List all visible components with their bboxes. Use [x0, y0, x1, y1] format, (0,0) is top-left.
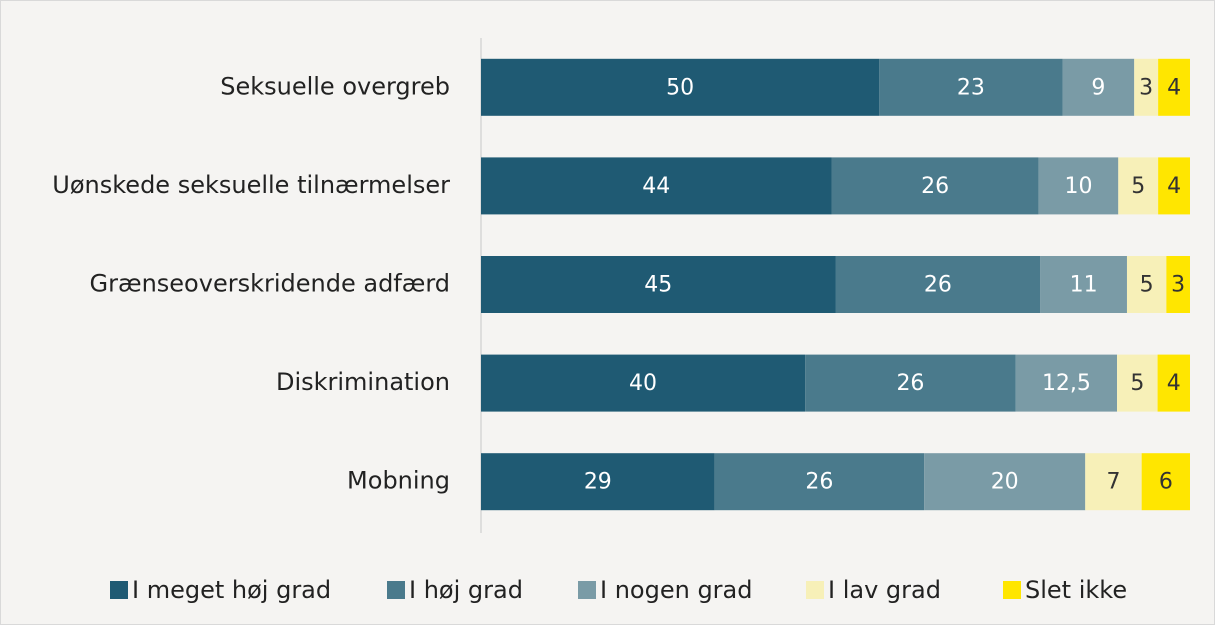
bar-segment — [1040, 256, 1127, 313]
bar-segment — [1117, 354, 1158, 412]
data-label: 5 — [1140, 273, 1154, 298]
data-label: 5 — [1131, 174, 1145, 199]
data-label: 3 — [1139, 75, 1153, 100]
bar-segment — [481, 256, 836, 313]
data-label: 20 — [991, 470, 1019, 495]
legend-label: Slet ikke — [1025, 576, 1127, 604]
bar-segment — [1166, 256, 1190, 313]
data-label: 44 — [642, 174, 670, 199]
legend-label: I høj grad — [409, 576, 523, 604]
bar-segment — [481, 58, 880, 116]
legend-swatch — [387, 581, 405, 599]
category-label: Seksuelle overgreb — [220, 72, 450, 100]
bar-segment — [481, 354, 806, 412]
bar-segment — [1062, 58, 1135, 116]
data-label: 5 — [1130, 371, 1144, 396]
data-label: 7 — [1106, 470, 1120, 495]
bar-segment — [835, 256, 1041, 313]
data-label: 4 — [1167, 75, 1181, 100]
bar-segment — [1158, 157, 1190, 215]
data-label: 45 — [644, 273, 672, 298]
data-label: 4 — [1167, 174, 1181, 199]
category-label: Mobning — [347, 467, 450, 495]
legend-swatch — [1003, 581, 1021, 599]
bar-segment — [831, 157, 1039, 215]
data-label: 26 — [805, 470, 833, 495]
bar-segment — [1141, 453, 1190, 511]
legend-label: I nogen grad — [600, 576, 752, 604]
data-label: 29 — [584, 470, 612, 495]
data-label: 10 — [1064, 174, 1092, 199]
bar-segment — [714, 453, 925, 511]
data-label: 23 — [957, 75, 985, 100]
bar-segment — [481, 157, 832, 215]
bar-segment — [1085, 453, 1142, 511]
data-label: 9 — [1091, 75, 1105, 100]
legend-swatch — [110, 581, 128, 599]
legend-swatch — [806, 581, 824, 599]
data-label: 4 — [1167, 371, 1181, 396]
bar-segment — [1118, 157, 1159, 215]
bar-segment — [1157, 354, 1190, 412]
bar-segment — [1134, 58, 1159, 116]
category-label: Grænseoverskridende adfærd — [90, 270, 450, 298]
bar-segment — [805, 354, 1016, 412]
category-label: Diskrimination — [276, 368, 450, 396]
bar-segment — [1015, 354, 1118, 412]
data-label: 50 — [666, 75, 694, 100]
data-label: 6 — [1159, 470, 1173, 495]
legend-swatch — [578, 581, 596, 599]
data-label: 26 — [924, 273, 952, 298]
data-label: 40 — [629, 371, 657, 396]
bar-segment — [879, 58, 1063, 116]
legend-label: I lav grad — [828, 576, 941, 604]
data-label: 11 — [1070, 273, 1098, 298]
bar-segment — [481, 453, 715, 511]
bar-segment — [1038, 157, 1119, 215]
data-label: 26 — [921, 174, 949, 199]
data-label: 3 — [1171, 273, 1185, 298]
category-label: Uønskede seksuelle tilnærmelser — [52, 171, 450, 199]
data-label: 12,5 — [1042, 371, 1091, 396]
bar-segment — [1158, 58, 1190, 116]
data-label: 26 — [896, 371, 924, 396]
legend-label: I meget høj grad — [132, 576, 331, 604]
bar-segment — [924, 453, 1086, 511]
bar-segment — [1126, 256, 1167, 313]
